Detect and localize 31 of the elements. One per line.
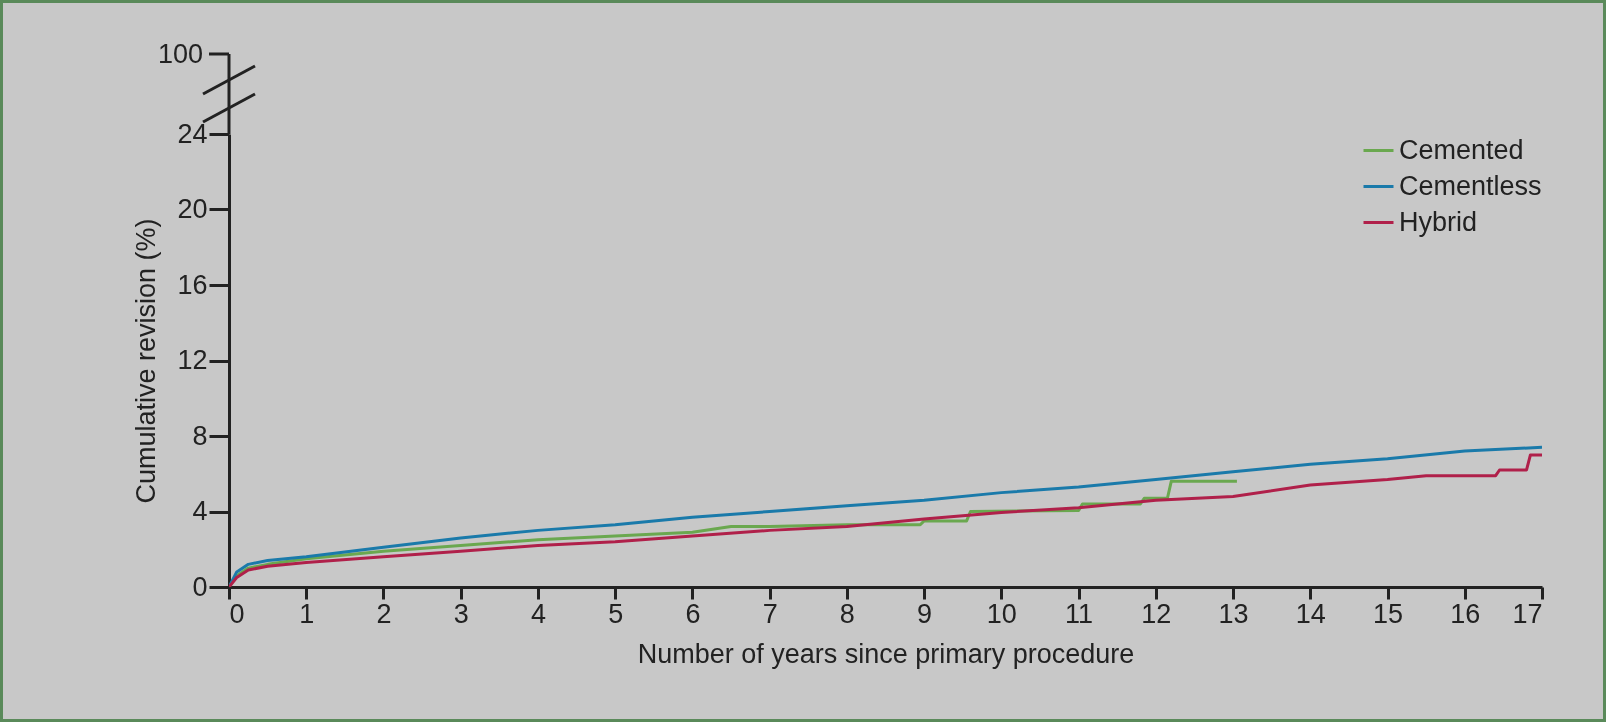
y-tick-label: 4 <box>192 496 208 526</box>
x-tick-label: 10 <box>986 598 1017 629</box>
x-tick-label: 0 <box>229 598 245 629</box>
y-tick-label: 0 <box>192 571 208 602</box>
y-tick-label: 24 <box>177 118 208 149</box>
y-tick-label: 12 <box>177 345 208 375</box>
x-tick-label: 7 <box>762 598 778 629</box>
x-tick-label: 1 <box>299 598 315 629</box>
y-tick-label: 20 <box>177 194 208 224</box>
text: 100 <box>157 39 203 69</box>
x-tick-label: 17 <box>1512 598 1543 629</box>
x-tick-label: 4 <box>530 598 546 629</box>
legend-label: Cementless <box>1399 170 1542 201</box>
x-tick-label: 12 <box>1141 598 1172 629</box>
y-tick-label: 8 <box>192 420 208 451</box>
y-tick-label: 16 <box>177 269 208 300</box>
legend-label: Cemented <box>1399 134 1524 165</box>
x-tick-label: 11 <box>1065 598 1094 629</box>
x-tick-label: 6 <box>685 598 701 629</box>
x-tick-label: 9 <box>917 598 933 629</box>
x-tick-label: 16 <box>1450 598 1481 629</box>
x-tick-label: 13 <box>1218 598 1249 629</box>
x-tick-label: 14 <box>1295 598 1326 629</box>
x-tick-label: 3 <box>453 598 469 629</box>
x-tick-label: 8 <box>839 598 855 629</box>
legend-label: Hybrid <box>1399 206 1478 237</box>
x-tick-label: 2 <box>376 598 392 629</box>
y-axis-title: Cumulative revision (%) <box>131 218 162 504</box>
x-tick-label: 5 <box>608 598 624 629</box>
x-tick-label: 15 <box>1373 598 1404 629</box>
x-axis-title: Number of years since primary procedure <box>637 638 1135 669</box>
